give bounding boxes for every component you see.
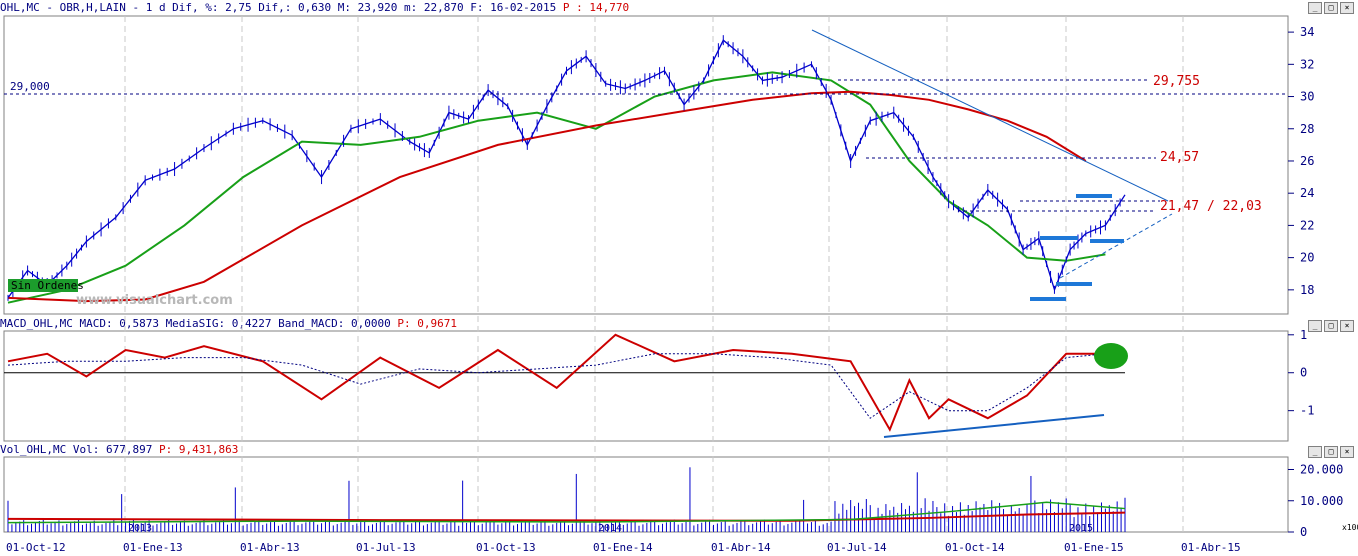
- label-level-mid: 24,57: [1160, 150, 1199, 165]
- price-tick-label: 32: [1300, 57, 1314, 71]
- volume-tick-label: 10.000: [1300, 494, 1343, 508]
- volume-tick-label: 20.000: [1300, 463, 1343, 477]
- volume-y-axis: 0 10.000 20.000: [1288, 463, 1343, 539]
- support-bar: [1040, 236, 1078, 240]
- price-header-text: OHL,MC - OBR,H,LAIN - 1 d Dif, %: 2,75 D…: [0, 1, 557, 14]
- price-tick-label: 20: [1300, 251, 1314, 265]
- support-bar: [1030, 297, 1066, 301]
- date-tick-label: 01-Oct-12: [6, 541, 66, 554]
- macd-header-p: P: 0,9671: [397, 317, 457, 330]
- date-tick-label: 01-Oct-14: [945, 541, 1005, 554]
- macd-divergence-line: [883, 414, 1105, 438]
- volume-header-p: P: 9,431,863: [158, 443, 239, 456]
- volume-tick-label: 0: [1300, 525, 1307, 539]
- macd-close-button[interactable]: ×: [1340, 320, 1354, 332]
- year-label: 2014: [598, 523, 622, 534]
- macd-window-buttons: _ □ ×: [1308, 320, 1354, 332]
- vertical-gridlines: [124, 16, 1184, 532]
- maximize-button[interactable]: □: [1324, 2, 1338, 14]
- price-plot-frame: [3, 15, 1289, 315]
- downtrend-line: [811, 29, 1169, 202]
- macd-series-layer: [4, 333, 1125, 432]
- volume-window-buttons: _ □ ×: [1308, 446, 1354, 458]
- date-tick-label: 01-Oct-13: [476, 541, 536, 554]
- watermark: www.visualchart.com: [76, 293, 233, 308]
- macd-y-axis: 1 0 -1: [1288, 328, 1314, 418]
- price-tick-label: 28: [1300, 122, 1314, 136]
- volume-header-text: Vol_OHL,MC Vol: 677,897: [0, 443, 153, 456]
- price-tick-label: 34: [1300, 25, 1314, 39]
- macd-tick-label: -1: [1300, 404, 1314, 418]
- year-label: 2015: [1069, 523, 1093, 534]
- macd-signal-line: [7, 353, 1106, 419]
- macd-line: [7, 333, 1106, 432]
- volume-ma-short: [7, 501, 1126, 524]
- volume-series-layer: [7, 467, 1126, 532]
- vol-close-button[interactable]: ×: [1340, 446, 1354, 458]
- vol-maximize-button[interactable]: □: [1324, 446, 1338, 458]
- date-tick-label: 01-Abr-15: [1181, 541, 1241, 554]
- price-tick-label: 18: [1300, 283, 1314, 297]
- macd-tick-label: 0: [1300, 366, 1307, 380]
- date-tick-label: 01-Ene-15: [1064, 541, 1124, 554]
- price-panel-header: OHL,MC - OBR,H,LAIN - 1 d Dif, %: 2,75 D…: [0, 1, 629, 15]
- minimize-button[interactable]: _: [1308, 2, 1322, 14]
- macd-minimize-button[interactable]: _: [1308, 320, 1322, 332]
- date-tick-label: 01-Abr-14: [711, 541, 771, 554]
- price-line: [7, 39, 1126, 299]
- date-tick-label: 01-Abr-13: [240, 541, 300, 554]
- ma-short-line: [7, 71, 1106, 304]
- date-tick-label: 01-Ene-14: [593, 541, 653, 554]
- date-tick-label: 01-Jul-13: [356, 541, 416, 554]
- volume-ma-long: [7, 511, 1126, 522]
- uptrend-line: [1059, 213, 1173, 279]
- volume-panel-header: Vol_OHL,MC Vol: 677,897 P: 9,431,863: [0, 443, 238, 457]
- price-y-axis: 18 20 22 24 26 28 30 32 34: [1288, 25, 1314, 297]
- status-badge-bg: [8, 279, 78, 292]
- close-button[interactable]: ×: [1340, 2, 1354, 14]
- status-badge: Sin Ordenes: [11, 279, 84, 292]
- label-level-low: 21,47 / 22,03: [1160, 199, 1262, 214]
- label-resistance-right: 29,755: [1153, 74, 1200, 89]
- support-bar: [1056, 282, 1092, 286]
- price-tick-label: 24: [1300, 186, 1314, 200]
- price-tick-label: 22: [1300, 218, 1314, 232]
- resistance-bar: [1076, 194, 1112, 198]
- macd-highlight-circle: [1094, 343, 1128, 369]
- macd-plot-frame: [3, 330, 1289, 442]
- date-tick-label: 01-Ene-13: [123, 541, 183, 554]
- price-window-buttons: _ □ ×: [1308, 2, 1354, 14]
- volume-plot-frame: [3, 456, 1289, 533]
- price-tick-label: 30: [1300, 90, 1314, 104]
- ma-long-line: [7, 90, 1087, 303]
- price-header-p: P : 14,770: [562, 1, 630, 14]
- date-tick-label: 01-Jul-14: [827, 541, 887, 554]
- macd-header-text: MACD_OHL,MC MACD: 0,5873 MediaSIG: 0,422…: [0, 317, 391, 330]
- support-bar: [1090, 239, 1124, 243]
- technical-annotations: 29,000 29,755 24,57 21,47 / 22,03 www.vi…: [4, 29, 1358, 532]
- macd-tick-label: 1: [1300, 328, 1307, 342]
- year-label: 2013: [128, 523, 152, 534]
- macd-panel-header: MACD_OHL,MC MACD: 0,5873 MediaSIG: 0,422…: [0, 317, 457, 331]
- volume-scale-label: x100: [1342, 523, 1358, 532]
- vol-minimize-button[interactable]: _: [1308, 446, 1322, 458]
- macd-maximize-button[interactable]: □: [1324, 320, 1338, 332]
- price-series-layer: [7, 35, 1126, 304]
- price-tick-label: 26: [1300, 154, 1314, 168]
- label-resistance-left: 29,000: [10, 80, 50, 93]
- date-axis: 01-Oct-12 01-Ene-13 01-Abr-13 01-Jul-13 01-O…: [6, 523, 1241, 554]
